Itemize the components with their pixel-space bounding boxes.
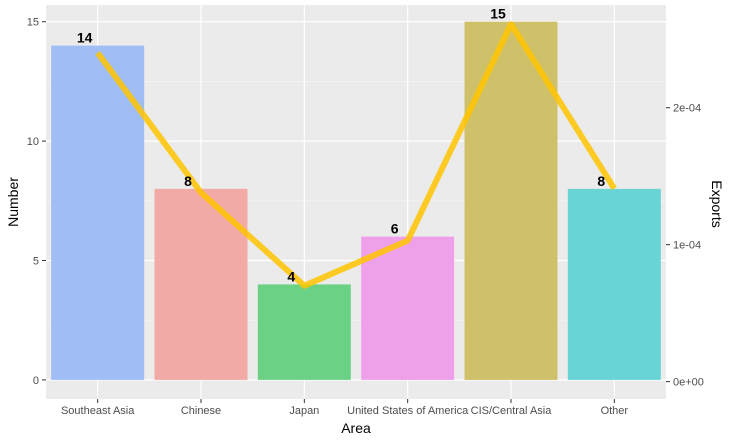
data-label-4: 15: [490, 6, 506, 22]
data-label-0: 14: [77, 30, 93, 46]
y-tick-label: 15: [27, 17, 39, 29]
data-label-1: 8: [184, 173, 192, 189]
bar-4: [464, 21, 558, 380]
y-tick-label: 5: [33, 256, 39, 268]
y-axis: 0 5 10 15: [27, 17, 46, 387]
data-label-5: 8: [597, 173, 605, 189]
y2-axis-title: Exports: [709, 180, 725, 227]
line-layer: [95, 21, 617, 289]
x-tick-label: Chinese: [181, 405, 221, 417]
x-axis: Southeast Asia Chinese Japan United States …: [61, 399, 628, 417]
y2-tick-label: 1e-04: [673, 240, 701, 252]
data-label-2: 4: [287, 268, 295, 284]
x-axis-title: Area: [341, 420, 371, 436]
y-tick-label: 10: [27, 136, 39, 148]
bar-2: [257, 284, 351, 380]
x-tick-label: United States of America: [347, 405, 469, 417]
data-label-layer: 14 8 4 6 15 8: [77, 6, 606, 285]
data-label-3: 6: [391, 221, 399, 237]
y2-tick-label: 0e+00: [673, 377, 704, 389]
y2-axis: 0e+00 1e-04 2e-04: [666, 103, 704, 389]
y2-tick-label: 2e-04: [673, 103, 701, 115]
plot-panel: [46, 5, 666, 399]
x-tick-label: Southeast Asia: [61, 405, 135, 417]
bar-layer: [51, 21, 661, 380]
bar-0: [51, 45, 145, 380]
y-tick-label: 0: [33, 375, 39, 387]
bar-5: [567, 188, 661, 380]
y-axis-title: Number: [5, 177, 21, 227]
exports-line: [95, 21, 617, 289]
bar-3: [361, 236, 455, 380]
bar-1: [154, 188, 248, 380]
x-tick-label: CIS/Central Asia: [471, 405, 553, 417]
x-tick-label: Japan: [289, 405, 319, 417]
x-tick-label: Other: [601, 405, 629, 417]
